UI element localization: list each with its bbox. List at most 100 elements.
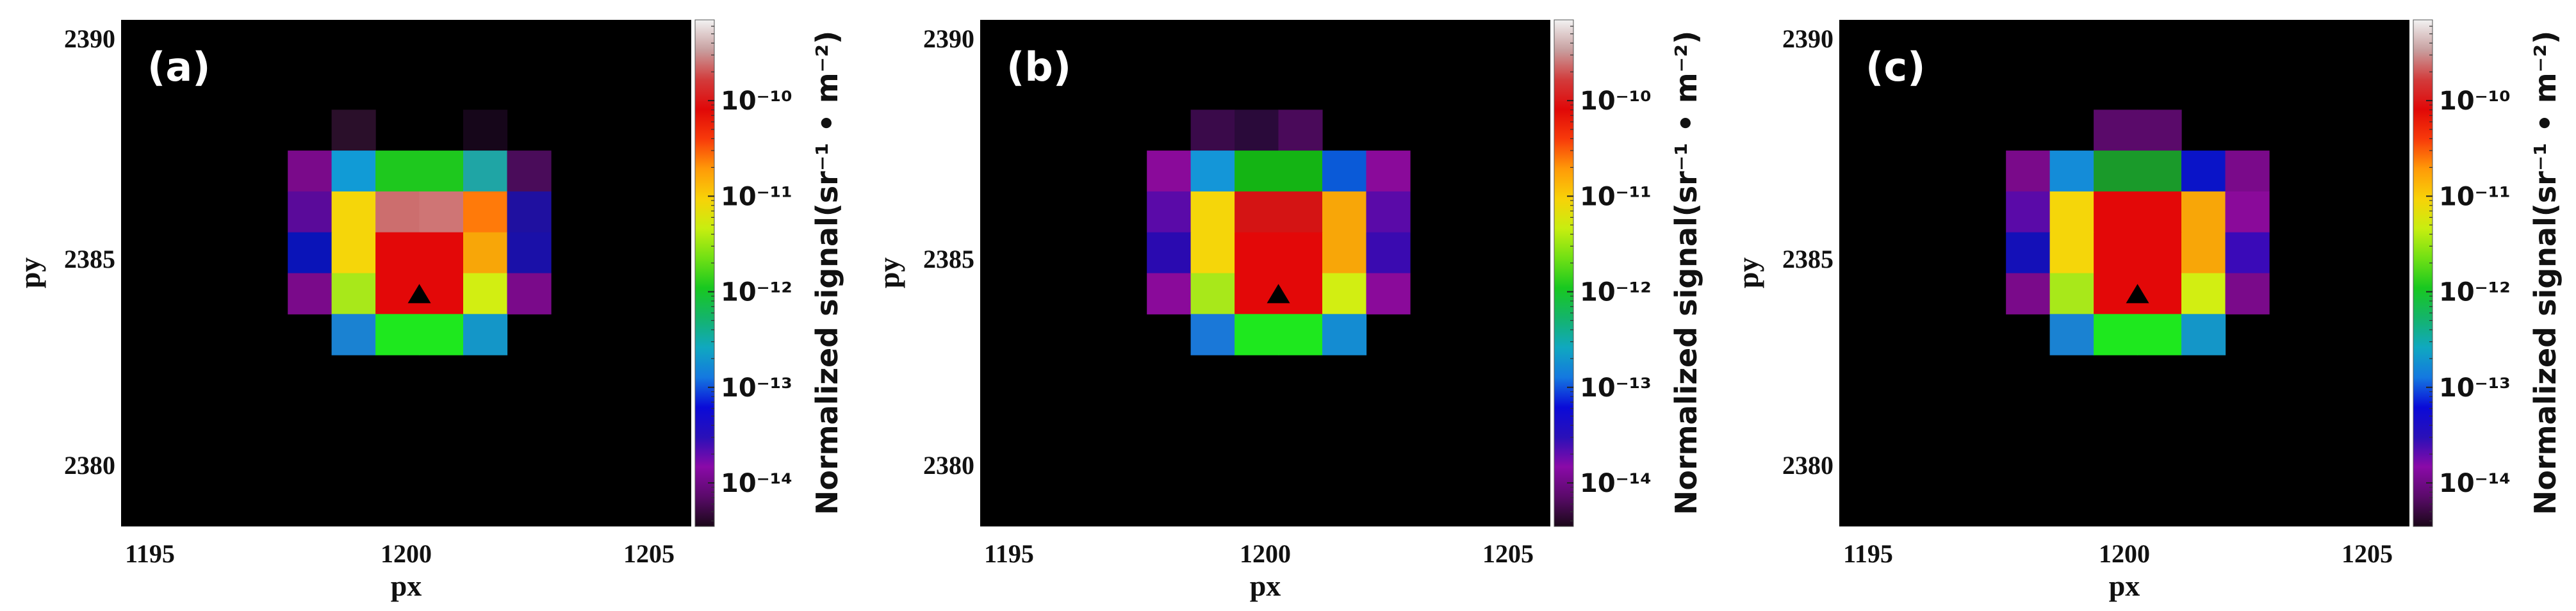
y-tick-label: 2380 xyxy=(64,451,115,480)
heatmap-cell xyxy=(1190,151,1235,192)
x-tick-label: 1205 xyxy=(623,539,675,568)
heatmap-cell xyxy=(288,273,332,314)
heatmap-cell xyxy=(1147,273,1192,314)
heatmap-cell xyxy=(1235,314,1279,355)
colorbar-gradient xyxy=(2413,19,2433,527)
colorbar-label: Normalized signal(sr⁻¹ • m⁻²) xyxy=(810,31,844,515)
y-tick-label: 2385 xyxy=(923,245,974,273)
x-tick-label: 1205 xyxy=(1482,539,1534,568)
colorbar-tick-label: 10⁻¹² xyxy=(1580,278,1652,307)
heatmap-cell xyxy=(1190,110,1235,151)
heatmap-cell xyxy=(288,151,332,192)
heatmap-cell xyxy=(331,232,376,274)
colorbar: 10⁻¹⁴ 10⁻¹³ 10⁻¹² 10⁻¹¹ 10⁻¹⁰ Normalized sig… xyxy=(2413,19,2563,527)
heatmap-cell xyxy=(375,273,420,314)
heatmap-cell xyxy=(331,151,376,192)
heatmap-cell xyxy=(331,273,376,314)
heatmap-cell xyxy=(2137,273,2182,314)
heatmap-cell xyxy=(2137,191,2182,233)
heatmap-cell xyxy=(2181,191,2226,233)
colorbar-label: Normalized signal(sr⁻¹ • m⁻²) xyxy=(2528,31,2563,515)
colorbar-tick-label: 10⁻¹⁴ xyxy=(2439,469,2511,498)
heatmap-cell xyxy=(1278,273,1323,314)
heatmap-cell xyxy=(1235,273,1279,314)
panel-a: (a) 1195 1200 1205 px 2390 2385 2380 py … xyxy=(13,19,844,602)
heatmap-cell xyxy=(1235,110,1279,151)
colorbar-tick-label: 10⁻¹³ xyxy=(721,373,792,403)
x-tick-label: 1195 xyxy=(1843,539,1893,568)
heatmap-cell xyxy=(1278,151,1323,192)
y-tick-label: 2390 xyxy=(1782,24,1834,53)
y-axis-label: py xyxy=(13,257,46,289)
colorbar-tick-label: 10⁻¹⁰ xyxy=(1580,86,1652,116)
colorbar-tick-label: 10⁻¹² xyxy=(2439,278,2511,307)
heatmap-cell xyxy=(1366,232,1411,274)
heatmap-cell xyxy=(419,273,464,314)
heatmap-cell xyxy=(1366,151,1411,192)
heatmap-cell xyxy=(2225,273,2270,314)
x-tick-label: 1195 xyxy=(984,539,1034,568)
y-tick-label: 2385 xyxy=(64,245,115,273)
center-marker-triangle xyxy=(1267,284,1290,304)
heatmap-cell xyxy=(1322,314,1367,355)
y-tick-label: 2380 xyxy=(1782,451,1834,480)
heatmap-cell xyxy=(419,314,464,355)
panel-c: (c) 1195 1200 1205 px 2390 2385 2380 py … xyxy=(1732,19,2563,602)
heatmap-cell xyxy=(1190,273,1235,314)
x-axis-label: px xyxy=(2109,569,2140,602)
heatmap-cell xyxy=(1322,191,1367,233)
heatmap-cell xyxy=(463,314,508,355)
heatmap-cell xyxy=(1322,273,1367,314)
colorbar-tick-label: 10⁻¹⁰ xyxy=(721,86,792,116)
heatmap-cells xyxy=(288,110,552,355)
heatmap-cell xyxy=(1235,232,1279,274)
heatmap-cell xyxy=(1366,273,1411,314)
heatmap-cell xyxy=(1278,232,1323,274)
y-tick-label: 2380 xyxy=(923,451,974,480)
heatmap-cell xyxy=(2094,191,2138,233)
heatmap-cell xyxy=(288,191,332,233)
colorbar-tick-label: 10⁻¹¹ xyxy=(721,182,792,211)
heatmap-cell xyxy=(2094,151,2138,192)
heatmap-cell xyxy=(288,232,332,274)
heatmap-cell xyxy=(375,151,420,192)
colorbar-ticks: 10⁻¹⁴ 10⁻¹³ 10⁻¹² 10⁻¹¹ 10⁻¹⁰ xyxy=(708,26,792,521)
heatmap-cell xyxy=(1147,191,1192,233)
y-tick-label: 2385 xyxy=(1782,245,1834,273)
heatmap-cell xyxy=(419,191,464,233)
x-tick-label: 1200 xyxy=(381,539,432,568)
heatmap-cell xyxy=(1190,232,1235,274)
panel-label: (c) xyxy=(1866,44,1925,90)
heatmap-cell xyxy=(2225,232,2270,274)
heatmap-cells xyxy=(1147,110,1411,355)
colorbar-gradient xyxy=(1554,19,1574,527)
heatmap-cell xyxy=(2049,273,2094,314)
heatmap-cell xyxy=(1147,232,1192,274)
heatmap-cell xyxy=(1190,314,1235,355)
heatmap-cell xyxy=(2049,314,2094,355)
heatmap-cell xyxy=(1147,151,1192,192)
heatmap-cell xyxy=(1366,191,1411,233)
heatmap-cell xyxy=(2094,273,2138,314)
colorbar-gradient xyxy=(694,19,715,527)
heatmap-cell xyxy=(1278,314,1323,355)
heatmap-cell xyxy=(507,273,552,314)
center-marker-triangle xyxy=(407,284,431,304)
heatmap-cell xyxy=(419,151,464,192)
y-axis-label: py xyxy=(873,257,905,289)
heatmap-cell xyxy=(2049,232,2094,274)
heatmap-cell xyxy=(2094,314,2138,355)
heatmap-cell xyxy=(2006,232,2051,274)
heatmap-cell xyxy=(1278,110,1323,151)
heatmap-cell xyxy=(375,314,420,355)
heatmap-cell xyxy=(2006,151,2051,192)
heatmap-cell xyxy=(2181,273,2226,314)
heatmap-cell xyxy=(463,151,508,192)
panel-label: (a) xyxy=(147,44,211,90)
colorbar-tick-label: 10⁻¹⁰ xyxy=(2439,86,2511,116)
colorbar: 10⁻¹⁴ 10⁻¹³ 10⁻¹² 10⁻¹¹ 10⁻¹⁰ Normalized sig… xyxy=(1554,19,1703,527)
heatmap-cell xyxy=(375,232,420,274)
colorbar-tick-label: 10⁻¹³ xyxy=(1580,373,1652,403)
colorbar-ticks: 10⁻¹⁴ 10⁻¹³ 10⁻¹² 10⁻¹¹ 10⁻¹⁰ xyxy=(1567,26,1652,521)
heatmap-cell xyxy=(1278,191,1323,233)
